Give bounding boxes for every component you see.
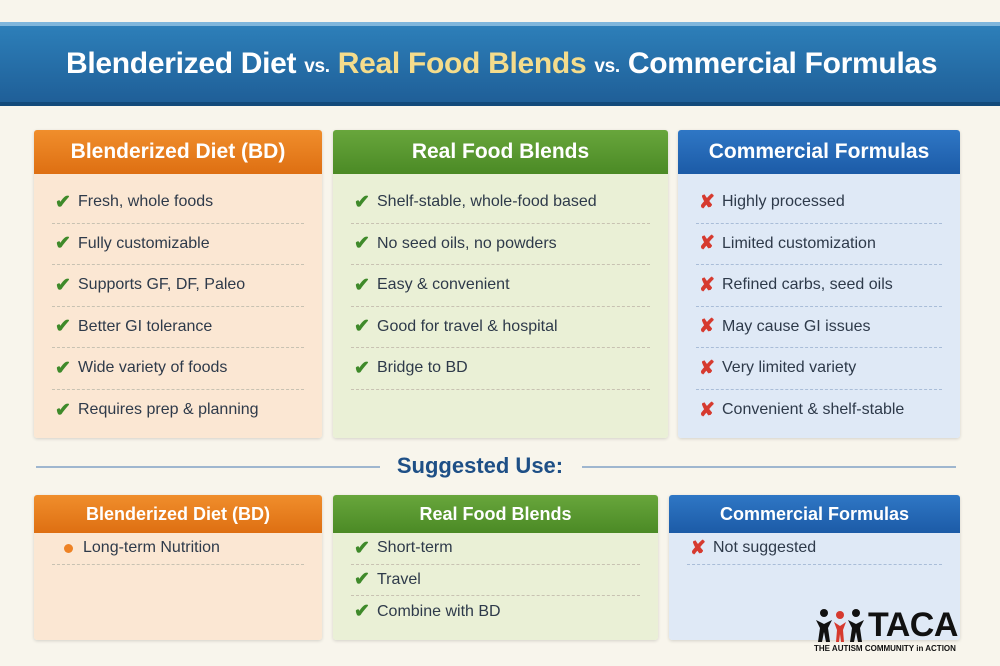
item-text: Combine with BD — [377, 602, 501, 620]
cross-icon: ✘ — [699, 191, 715, 213]
card-body: ✘ Highly processed ✘ Limited customization… — [678, 174, 960, 438]
item-text: Not suggested — [713, 539, 817, 557]
card-header: Real Food Blends — [333, 495, 658, 533]
card-real-food-blends: Real Food Blends ✔ Shelf-stable, whole-fo… — [333, 130, 668, 438]
list-item: ✔ Supports GF, DF, Paleo — [52, 265, 304, 307]
list-item: ✔ Requires prep & planning — [52, 390, 304, 432]
people-logo-icon — [816, 609, 864, 642]
card-commercial-formulas: Commercial Formulas ✘ Highly processed ✘ L… — [678, 130, 960, 438]
list-item: ✘ Convenient & shelf-stable — [696, 390, 942, 432]
card-header: Blenderized Diet (BD) — [34, 130, 322, 174]
title-vs-2: vs. — [594, 56, 620, 77]
list-item: ✘ Refined carbs, seed oils — [696, 265, 942, 307]
check-icon: ✔ — [354, 191, 370, 213]
suggested-card-blenderized-diet: Blenderized Diet (BD) Long-term Nutritio… — [34, 495, 322, 640]
list-item: ✘ Not suggested — [687, 533, 942, 565]
item-text: Wide variety of foods — [78, 359, 228, 377]
item-text: Better GI tolerance — [78, 317, 213, 335]
check-icon: ✔ — [55, 274, 71, 296]
list-item: ✘ Very limited variety — [696, 348, 942, 390]
item-text: No seed oils, no powders — [377, 234, 557, 252]
logo-wordmark: TACA — [868, 606, 958, 644]
suggested-use-title: Suggested Use: — [396, 453, 564, 478]
list-item: ✔ Fresh, whole foods — [52, 182, 304, 224]
card-header: Real Food Blends — [333, 130, 668, 174]
check-icon: ✔ — [55, 233, 71, 255]
check-icon: ✔ — [354, 316, 370, 338]
divider-left — [36, 466, 380, 468]
item-text: Easy & convenient — [377, 276, 510, 294]
cross-icon: ✘ — [699, 316, 715, 338]
check-icon: ✔ — [55, 316, 71, 338]
title-part-2: Real Food Blends — [337, 47, 587, 80]
item-text: May cause GI issues — [722, 317, 871, 335]
item-text: Requires prep & planning — [78, 401, 259, 419]
check-icon: ✔ — [55, 357, 71, 379]
item-text: Refined carbs, seed oils — [722, 276, 893, 294]
card-body: ✔ Shelf-stable, whole-food based ✔ No seed… — [333, 174, 668, 438]
list-item: ✔ Short-term — [351, 533, 640, 565]
item-text: Fresh, whole foods — [78, 193, 214, 211]
list-item: ✔ Wide variety of foods — [52, 348, 304, 390]
check-icon: ✔ — [354, 537, 370, 559]
item-text: Shelf-stable, whole-food based — [377, 193, 597, 211]
logo-tagline: THE AUTISM COMMUNITY in ACTION — [814, 644, 956, 653]
suggested-card-commercial-formulas: Commercial Formulas ✘ Not suggested — [669, 495, 960, 640]
title-part-1: Blenderized Diet — [66, 47, 297, 80]
item-text: Bridge to BD — [377, 359, 468, 377]
item-text: Short-term — [377, 539, 453, 557]
card-header: Commercial Formulas — [669, 495, 960, 533]
check-icon: ✔ — [354, 233, 370, 255]
cross-icon: ✘ — [690, 537, 706, 559]
card-body: ✔ Fresh, whole foods ✔ Fully customizable … — [34, 174, 322, 438]
list-item: ✔ Easy & convenient — [351, 265, 650, 307]
divider-right — [582, 466, 956, 468]
check-icon: ✔ — [354, 357, 370, 379]
card-header: Commercial Formulas — [678, 130, 960, 174]
list-item: ✔ Fully customizable — [52, 224, 304, 265]
title-banner: Blenderized Diet vs. Real Food Blends vs… — [0, 22, 1000, 106]
cross-icon: ✘ — [699, 274, 715, 296]
cross-icon: ✘ — [699, 357, 715, 379]
list-item: ✔ Bridge to BD — [351, 348, 650, 390]
list-item: ✔ Better GI tolerance — [52, 307, 304, 348]
list-item: ✔ Combine with BD — [351, 596, 640, 628]
list-item: ✔ Good for travel & hospital — [351, 307, 650, 348]
item-text: Very limited variety — [722, 359, 857, 377]
list-item: ✔ Shelf-stable, whole-food based — [351, 182, 650, 224]
check-icon: ✔ — [354, 569, 370, 591]
list-item: ✔ Travel — [351, 565, 640, 596]
card-body: Long-term Nutrition — [34, 533, 322, 640]
bullet-icon — [64, 543, 73, 553]
item-text: Fully customizable — [78, 234, 210, 252]
list-item: ✘ May cause GI issues — [696, 307, 942, 348]
check-icon: ✔ — [354, 601, 370, 623]
item-text: Long-term Nutrition — [83, 539, 220, 557]
item-text: Supports GF, DF, Paleo — [78, 276, 246, 294]
item-text: Limited customization — [722, 234, 876, 252]
check-icon: ✔ — [354, 274, 370, 296]
item-text: Good for travel & hospital — [377, 317, 558, 335]
taca-logo: TACA THE AUTISM COMMUNITY in ACTION — [814, 604, 994, 660]
list-item: Long-term Nutrition — [52, 533, 304, 565]
check-icon: ✔ — [55, 191, 71, 213]
list-item: ✘ Limited customization — [696, 224, 942, 265]
title-part-3: Commercial Formulas — [627, 47, 938, 80]
item-text: Convenient & shelf-stable — [722, 401, 905, 419]
title-vs-1: vs. — [304, 56, 330, 77]
card-blenderized-diet: Blenderized Diet (BD) ✔ Fresh, whole food… — [34, 130, 322, 438]
cross-icon: ✘ — [699, 399, 715, 421]
list-item: ✘ Highly processed — [696, 182, 942, 224]
item-text: Highly processed — [722, 193, 845, 211]
suggested-card-real-food-blends: Real Food Blends ✔ Short-term ✔ Travel ✔ Co… — [333, 495, 658, 640]
card-body: ✘ Not suggested — [669, 533, 960, 640]
item-text: Travel — [377, 570, 421, 588]
cross-icon: ✘ — [699, 233, 715, 255]
card-body: ✔ Short-term ✔ Travel ✔ Combine with BD — [333, 533, 658, 640]
list-item: ✔ No seed oils, no powders — [351, 224, 650, 265]
check-icon: ✔ — [55, 399, 71, 421]
card-header: Blenderized Diet (BD) — [34, 495, 322, 533]
